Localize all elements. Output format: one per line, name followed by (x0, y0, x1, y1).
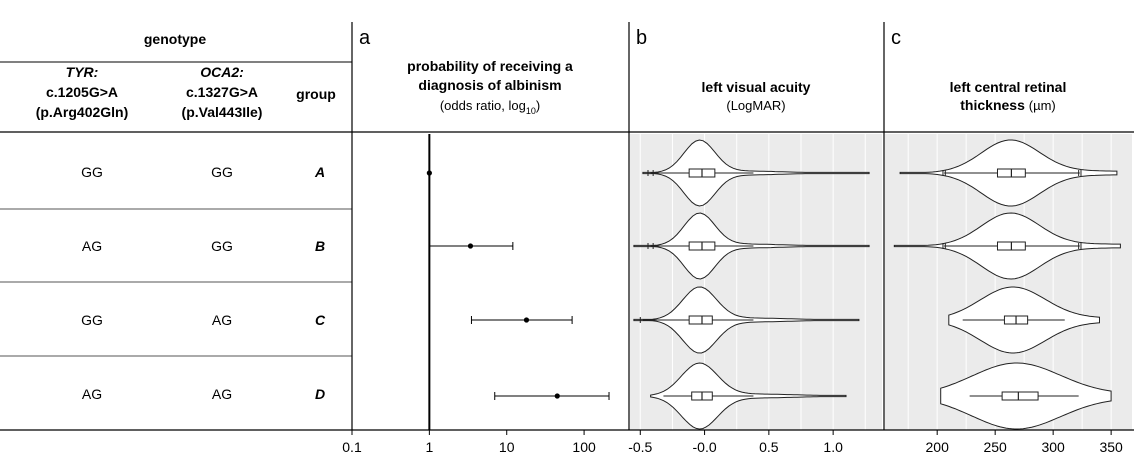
row-c-group: C (315, 312, 326, 328)
panel-a-letter: a (359, 27, 371, 49)
panel-c-letter: c (891, 27, 901, 49)
panel-a-tick-label: 1 (425, 439, 433, 455)
panel-b-tick-label: 0.5 (759, 439, 779, 455)
panel-b-title: left visual acuity (702, 79, 811, 95)
odds-ratio-point-C (523, 317, 530, 323)
oca2-gene-label: OCA2: (200, 64, 244, 80)
odds-ratio-point-A (426, 170, 432, 176)
row-a-group: A (314, 164, 325, 180)
panel-b-violin-A (642, 139, 870, 207)
panel-c-title-word: thickness (960, 97, 1025, 113)
panel-b-tick-label: 1.0 (823, 439, 843, 455)
panel-a-title-line2: diagnosis of albinism (418, 77, 561, 93)
row-d-oca2: AG (212, 386, 232, 402)
row-b-tyr: AG (82, 238, 102, 254)
row-d-tyr: AG (82, 386, 102, 402)
panel-b-violin-plot (633, 139, 870, 430)
oca2-variant-label: c.1327G>A (186, 84, 258, 100)
panel-a-tick-label: 0.1 (342, 439, 362, 455)
axis-ticks: 0.1 1 10 100 -0.5 -0.0 0.5 1.0 200 250 300 350 (342, 430, 1123, 455)
row-c-oca2: AG (212, 312, 232, 328)
panel-c-tick-label: 250 (983, 439, 1007, 455)
panel-a-subtitle-subscript: 10 (526, 106, 536, 116)
row-a-oca2: GG (211, 164, 233, 180)
row-d-group: D (315, 386, 325, 402)
panel-c-title-line1: left central retinal (950, 79, 1067, 95)
panel-c-title-unit: (µm) (1029, 98, 1056, 113)
row-b-oca2: GG (211, 238, 233, 254)
panel-b-plot-background (630, 134, 882, 430)
oca2-protein-label: (p.Val443Ile) (182, 104, 263, 120)
panel-a-tick-label: 100 (572, 439, 596, 455)
panel-b-iqr-box-C (688, 315, 713, 325)
row-b-group: B (315, 238, 325, 254)
panel-c-title-line2: thickness (µm) (960, 97, 1055, 113)
row-c-tyr: GG (81, 312, 103, 328)
row-a-tyr: GG (81, 164, 103, 180)
panel-a-forest-plot (426, 134, 610, 430)
panel-c-violin-plot (893, 139, 1121, 430)
odds-ratio-point-D (554, 393, 560, 399)
panel-c-iqr-box-D (1001, 391, 1039, 401)
panel-a-subtitle: (odds ratio, log10) (440, 98, 540, 116)
panel-c-tick-label: 350 (1099, 439, 1123, 455)
panel-c-tick-label: 300 (1041, 439, 1065, 455)
panel-c-tick-label: 200 (926, 439, 950, 455)
panel-a-subtitle-text: (odds ratio, log (440, 98, 526, 113)
panel-b-subtitle: (LogMAR) (726, 98, 785, 113)
panel-b-tick-label: -0.0 (693, 439, 717, 455)
panel-a-title-line1: probability of receiving a (407, 58, 573, 74)
tyr-gene-label: TYR: (66, 64, 99, 80)
odds-ratio-point-B (467, 243, 474, 249)
panel-b-tick-label: -0.5 (628, 439, 652, 455)
panel-a-subtitle-end: ) (536, 98, 540, 113)
panel-a-tick-label: 10 (499, 439, 515, 455)
panel-b-letter: b (636, 27, 647, 49)
tyr-variant-label: c.1205G>A (46, 84, 118, 100)
group-header: group (296, 86, 336, 102)
genotype-header: genotype (144, 31, 206, 47)
tyr-protein-label: (p.Arg402Gln) (36, 104, 129, 120)
